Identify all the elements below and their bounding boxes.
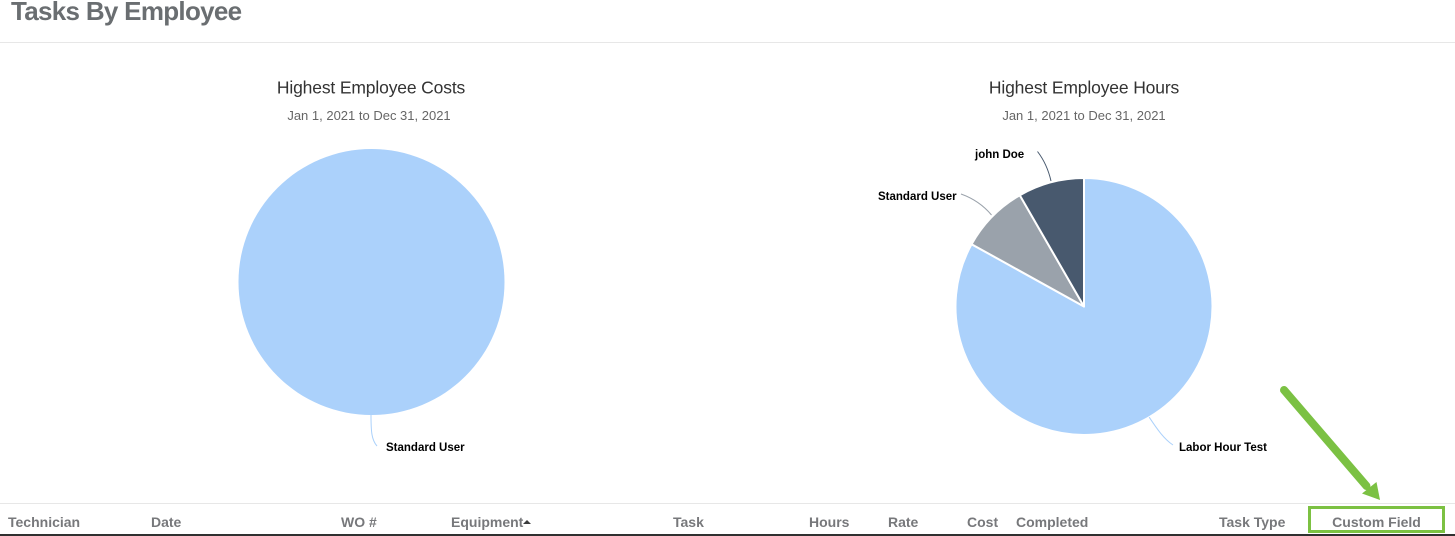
svg-text:Jan 1, 2021 to Dec 31, 2021: Jan 1, 2021 to Dec 31, 2021 <box>1002 108 1165 123</box>
svg-text:Highest Employee Costs: Highest Employee Costs <box>277 78 466 98</box>
svg-text:Labor Hour Test: Labor Hour Test <box>1179 442 1267 454</box>
svg-text:Standard User: Standard User <box>386 442 465 454</box>
svg-text:Standard User: Standard User <box>878 191 957 203</box>
svg-text:Jan 1, 2021 to Dec 31, 2021: Jan 1, 2021 to Dec 31, 2021 <box>287 108 450 123</box>
svg-text:john Doe: john Doe <box>974 149 1024 161</box>
svg-text:Highest Employee Hours: Highest Employee Hours <box>989 78 1180 98</box>
